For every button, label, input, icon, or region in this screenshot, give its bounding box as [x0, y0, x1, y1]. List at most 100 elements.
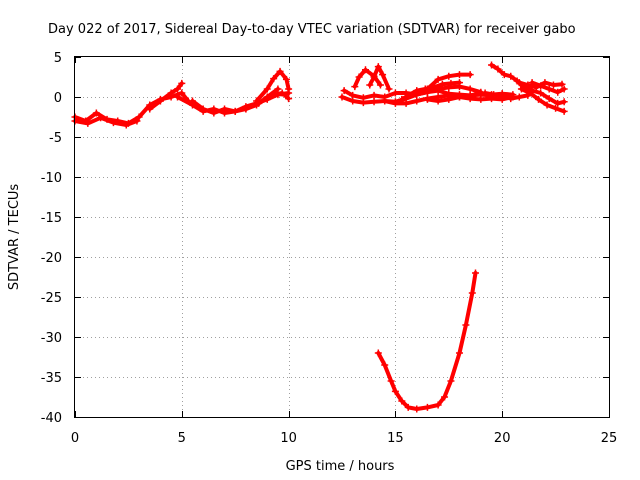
- data-point: [507, 72, 515, 80]
- data-point: [355, 73, 363, 81]
- data-point: [494, 65, 502, 73]
- data-point: [391, 89, 399, 97]
- data-point: [423, 95, 431, 103]
- data-point: [413, 89, 421, 97]
- data-point: [385, 85, 393, 93]
- data-point: [178, 79, 186, 87]
- data-point: [122, 121, 130, 129]
- data-point: [490, 91, 498, 99]
- data-point: [558, 80, 566, 88]
- data-point: [84, 119, 92, 127]
- data-point: [423, 85, 431, 93]
- data-point: [554, 99, 562, 107]
- data-point: [472, 269, 479, 277]
- data-point: [423, 403, 431, 411]
- series-arc-g: [242, 89, 293, 113]
- data-point: [434, 75, 442, 83]
- data-point: [520, 82, 528, 90]
- data-point: [270, 75, 278, 83]
- data-point: [438, 80, 446, 88]
- data-point: [231, 107, 239, 115]
- data-point: [274, 85, 282, 93]
- data-point: [528, 79, 536, 87]
- data-point: [349, 91, 357, 99]
- x-tick-label: 20: [494, 431, 511, 446]
- data-point: [174, 85, 182, 93]
- series-arc-c: [146, 79, 186, 113]
- grid-lines: [75, 57, 609, 417]
- data-point: [455, 349, 463, 357]
- data-point: [434, 97, 442, 105]
- data-point: [560, 85, 568, 93]
- data-point: [370, 91, 378, 99]
- data-point: [515, 79, 523, 87]
- data-point: [413, 405, 421, 413]
- data-point: [278, 89, 286, 97]
- y-tick-label: 5: [54, 51, 62, 66]
- data-point: [481, 89, 489, 97]
- data-point: [528, 87, 536, 95]
- data-point: [455, 79, 463, 87]
- tick-labels: 0 5 10 15 20 25 5 0 -5 -10 -15 -20 -25 -30 -35 -40: [41, 51, 618, 446]
- data-point: [404, 403, 412, 411]
- data-point: [554, 88, 562, 96]
- data-point: [174, 93, 182, 101]
- data-point: [398, 397, 406, 405]
- data-point: [447, 79, 455, 87]
- data-point: [545, 95, 553, 103]
- y-tick-label: -20: [41, 251, 62, 266]
- data-point: [455, 93, 463, 101]
- data-point: [374, 63, 382, 71]
- data-point: [276, 67, 284, 75]
- data-point: [340, 87, 348, 95]
- series-arc-n: [402, 71, 474, 101]
- data-point: [263, 85, 271, 93]
- data-point: [466, 91, 474, 99]
- data-point: [167, 89, 175, 97]
- data-point: [445, 95, 453, 103]
- x-tick-label: 5: [178, 431, 186, 446]
- data-point: [285, 85, 293, 93]
- x-axis-label: GPS time / hours: [286, 459, 395, 474]
- data-point: [370, 73, 378, 81]
- data-point: [133, 117, 141, 125]
- y-tick-label: -30: [41, 331, 62, 346]
- data-point: [97, 114, 105, 122]
- data-point: [221, 105, 229, 113]
- data-point: [387, 377, 395, 385]
- y-axis-label: SDTVAR / TECUs: [7, 184, 22, 291]
- data-point: [361, 66, 369, 74]
- data-point: [255, 99, 263, 107]
- y-tick-label: -25: [41, 291, 62, 306]
- data-point: [156, 97, 164, 105]
- data-point: [146, 105, 154, 113]
- series-arc-b: [71, 114, 141, 129]
- data-point: [351, 83, 359, 91]
- data-point: [468, 289, 476, 297]
- data-point: [498, 92, 506, 100]
- axis-ticks: [75, 57, 610, 418]
- data-point: [462, 321, 470, 329]
- data-point: [477, 91, 485, 99]
- series-arc-dip: [374, 269, 479, 413]
- data-points: [71, 61, 568, 413]
- y-tick-label: -15: [41, 211, 62, 226]
- data-point: [376, 81, 384, 89]
- data-point: [466, 71, 474, 79]
- x-tick-label: 15: [387, 431, 404, 446]
- data-point: [398, 95, 406, 103]
- data-point: [541, 79, 549, 87]
- data-point: [370, 98, 378, 106]
- data-point: [135, 113, 143, 121]
- data-point: [537, 82, 545, 90]
- data-point: [109, 119, 117, 127]
- data-point: [359, 94, 367, 102]
- series-arc-t: [520, 82, 568, 107]
- data-point: [381, 97, 389, 105]
- data-point: [92, 109, 100, 117]
- chart-title: Day 022 of 2017, Sidereal Day-to-day VTE…: [48, 22, 576, 37]
- data-point: [466, 85, 474, 93]
- data-point: [545, 85, 553, 93]
- data-point: [549, 81, 557, 89]
